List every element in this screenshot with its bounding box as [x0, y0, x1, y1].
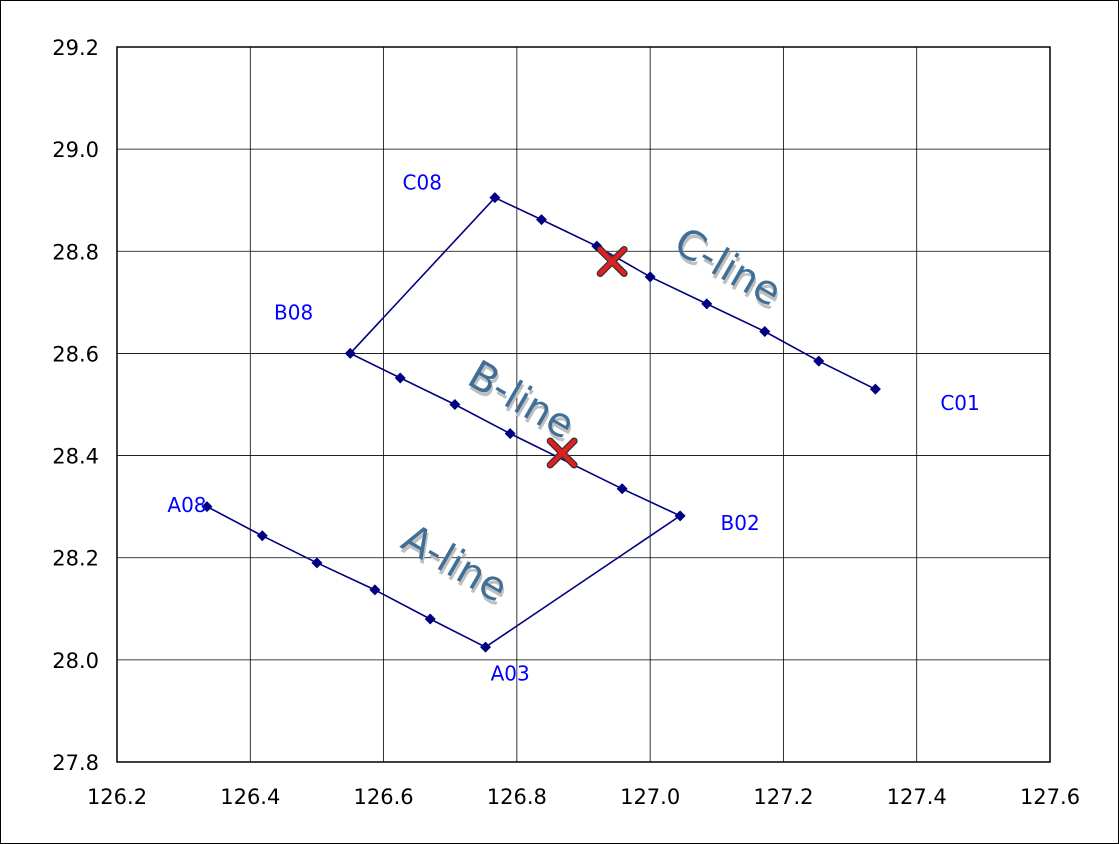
station-label: A08 [167, 493, 206, 517]
station-marker [616, 483, 628, 495]
y-tick-label: 28.4 [52, 445, 99, 469]
station-marker [536, 214, 548, 226]
station-marker [394, 372, 406, 384]
x-tick-label: 127.2 [753, 785, 813, 809]
y-axis-tick-labels: 27.8 28.0 28.2 28.4 28.6 28.8 29.0 29.2 [52, 36, 99, 775]
plot-area-border [116, 46, 1051, 763]
station-marker [480, 641, 492, 653]
station-marker [489, 192, 501, 204]
y-tick-label: 28.2 [52, 547, 99, 571]
station-label: C08 [403, 170, 442, 194]
transect-line [206, 196, 876, 649]
station-marker [449, 399, 461, 410]
station-marker [311, 557, 323, 569]
x-tick-label: 126.4 [220, 785, 280, 809]
cross-marker [596, 246, 628, 277]
station-marker [201, 501, 213, 513]
station-marker [344, 347, 356, 359]
y-tick-label: 27.8 [52, 751, 99, 775]
station-marker [759, 325, 771, 337]
station-marker [424, 613, 436, 625]
station-label: B02 [721, 511, 760, 535]
station-marker [813, 355, 825, 367]
cross-marker [546, 437, 578, 469]
station-labels: A08 A03 B02 B08 C08 C01 [167, 170, 979, 685]
y-tick-label: 28.8 [52, 240, 99, 264]
y-tick-label: 29.0 [52, 138, 99, 162]
station-marker [504, 428, 516, 440]
x-tick-label: 127.6 [1020, 785, 1080, 809]
station-marker [701, 298, 713, 310]
cross-markers [546, 246, 628, 469]
station-marker [256, 530, 268, 542]
x-tick-label: 127.0 [620, 785, 680, 809]
station-marker [869, 383, 881, 395]
station-marker [674, 510, 686, 522]
station-marker [644, 271, 656, 283]
station-label: A03 [491, 662, 530, 686]
x-tick-label: 126.6 [354, 785, 414, 809]
x-tick-label: 126.2 [87, 785, 147, 809]
x-axis-tick-labels: 126.2 126.4 126.6 126.8 127.0 127.2 127.4 127.6 [87, 785, 1080, 809]
station-markers [201, 192, 881, 653]
y-tick-label: 28.0 [52, 649, 99, 673]
station-label: C01 [940, 391, 979, 415]
x-tick-label: 127.4 [887, 785, 947, 809]
station-marker [369, 584, 381, 596]
y-tick-label: 28.6 [52, 342, 99, 366]
y-tick-label: 29.2 [52, 36, 99, 60]
x-tick-label: 126.8 [487, 785, 547, 809]
station-label: B08 [274, 301, 313, 325]
